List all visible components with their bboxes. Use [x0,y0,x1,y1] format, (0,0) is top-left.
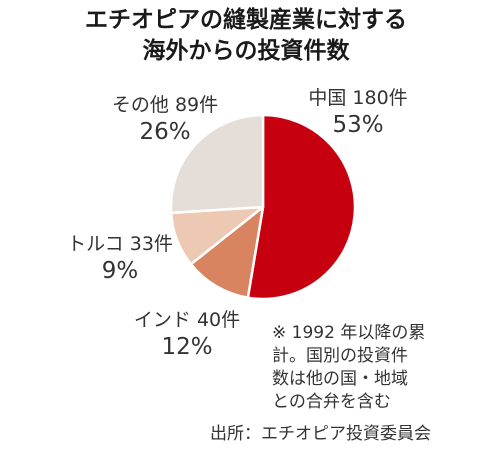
chart-title-line-1: エチオピアの縫製産業に対する [85,7,407,33]
slice-percent-india: 12% [161,334,213,360]
footnote-line-3: 数は他の国・地域 [272,369,408,389]
slice-count-china: 180件 [352,87,408,109]
slice-percent-turkey: 9% [101,258,139,284]
slice-label-india: インド [133,309,191,331]
label-others: その他 89件 26% [100,93,230,146]
chart-title-line-2: 海外からの投資件数 [142,38,350,64]
chart-title: エチオピアの縫製産業に対する 海外からの投資件数 [0,5,492,67]
footnote: ※ 1992 年以降の累 計。国別の投資件 数は他の国・地域 との合弁を含む [272,322,492,414]
slice-count-turkey: 33件 [129,233,173,255]
source-note: 出所：エチオピア投資委員会 [210,424,431,444]
label-india: インド 40件 12% [122,308,252,361]
slice-label-others: その他 [111,94,169,116]
slice-percent-others: 26% [139,119,191,145]
slice-label-china: 中国 [308,87,347,109]
footnote-line-2: 計。国別の投資件 [272,346,408,366]
label-turkey: トルコ 33件 9% [60,232,180,285]
pie-slice-india [189,205,265,299]
footnote-line-4: との合弁を含む [272,392,391,412]
slice-count-others: 89件 [174,94,219,116]
pie-slice-china [246,113,357,301]
pie-slice-others [169,113,265,215]
footnote-line-1: ※ 1992 年以降の累 [272,323,426,343]
slice-label-turkey: トルコ [67,233,124,255]
slice-count-india: 40件 [196,309,241,331]
label-china: 中国 180件 53% [298,86,418,139]
slice-percent-china: 53% [332,112,384,138]
